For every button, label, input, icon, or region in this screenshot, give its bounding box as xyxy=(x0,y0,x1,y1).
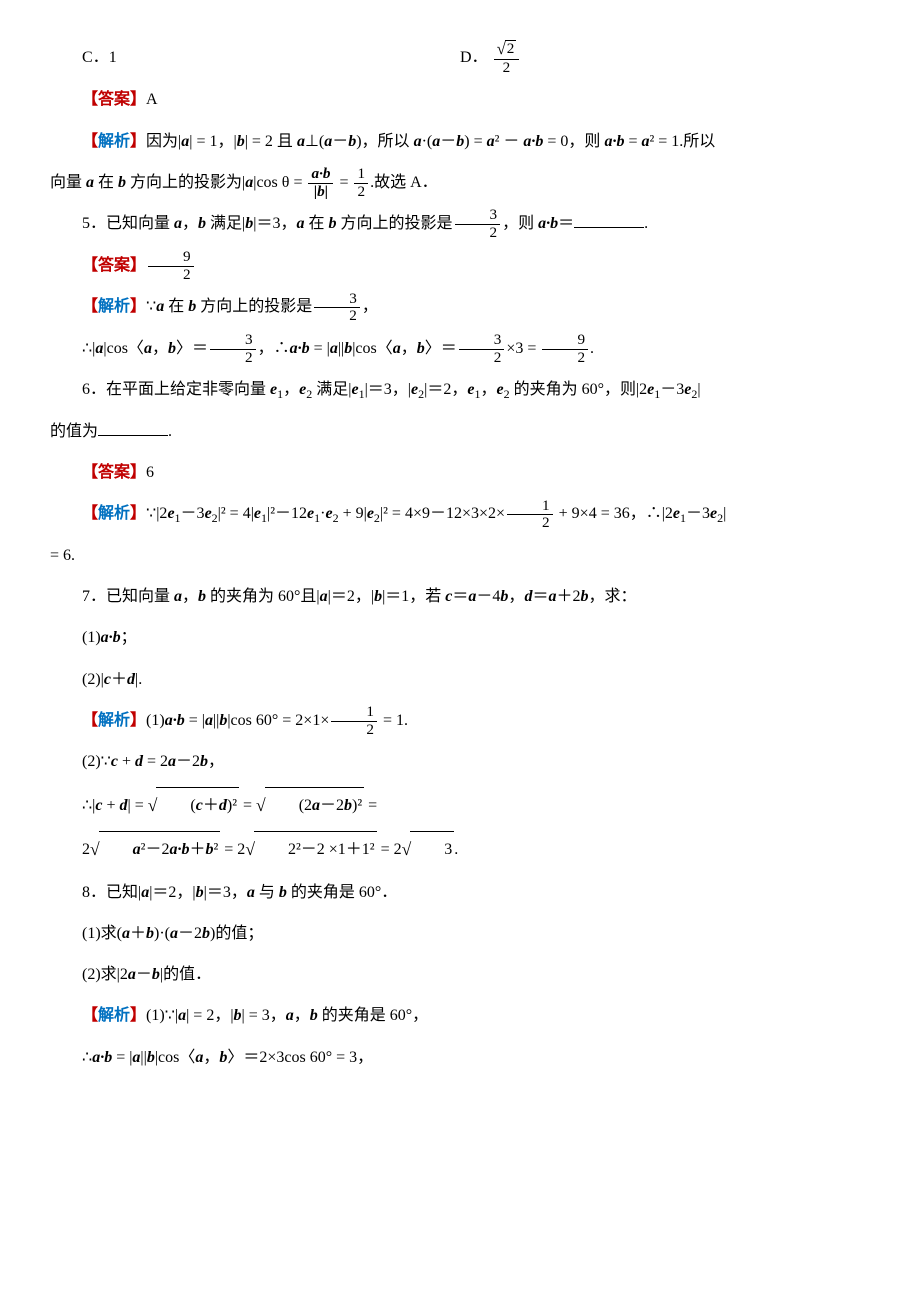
option-c: C．1 xyxy=(50,40,460,76)
q6-stem-line2: 的值为. xyxy=(50,414,870,449)
q4-answer-value: A xyxy=(146,91,158,108)
option-d-label: D． xyxy=(460,49,488,66)
bracket-open: 【 xyxy=(82,133,98,150)
q7-sol2a: (2)∵c + d = 2a－2b， xyxy=(50,744,870,779)
q4-explanation-line1: 【解析】因为|a| = 1，|b| = 2 且 a⊥(a－b)，所以 a·(a－… xyxy=(50,124,870,159)
options-row: C．1 D． √2 2 xyxy=(50,40,870,76)
q8-sol2: ∴a·b = |a||b|cos〈a，b〉＝2×3cos 60° = 3， xyxy=(50,1040,870,1075)
answer-label: 【答案】 xyxy=(82,91,146,108)
q7-stem: 7．已知向量 a，b 的夹角为 60°且|a|＝2，|b|＝1，若 c＝a－4b… xyxy=(50,579,870,614)
q6-stem-line1: 6．在平面上给定非零向量 e1，e2 满足|e1|＝3，|e2|＝2，e1，e2… xyxy=(50,372,870,408)
q6-expl-line2: = 6. xyxy=(50,538,870,573)
q6-answer: 【答案】6 xyxy=(50,455,870,490)
q5-stem: 5．已知向量 a，b 满足|b|＝3，a 在 b 方向上的投影是32，则 a·b… xyxy=(50,206,870,242)
blank-input xyxy=(574,211,644,228)
q5-expl-line2: ∴|a|cos〈a，b〉＝32，∴a·b = |a||b|cos〈a，b〉＝32… xyxy=(50,331,870,367)
answer-label: 【答案】 xyxy=(82,464,146,481)
q7-sol1: 【解析】(1)a·b = |a||b|cos 60° = 2×1×12 = 1. xyxy=(50,703,870,739)
answer-label: 【答案】 xyxy=(82,257,146,274)
option-d: D． √2 2 xyxy=(460,40,870,76)
q4-explanation-line2: 向量 a 在 b 方向上的投影为|a|cos θ = a·b |b| = 12 … xyxy=(50,165,870,201)
expl-label: 解析 xyxy=(98,133,130,150)
q7-part1: (1)a·b； xyxy=(50,620,870,655)
q4-proj-frac2: 12 xyxy=(354,166,368,200)
option-d-frac: √2 2 xyxy=(494,40,520,76)
q7-part2: (2)|c＋d|. xyxy=(50,662,870,697)
q6-expl-line1: 【解析】∵|2e1－3e2|² = 4|e1|²－12e1·e2 + 9|e2|… xyxy=(50,496,870,532)
option-c-value: 1 xyxy=(109,49,117,66)
q7-sol2c: 2√a²－2a·b＋b² = 2√2²－2 ×1＋1² = 2√3. xyxy=(50,830,870,869)
option-c-label: C． xyxy=(82,49,109,66)
q8-sol1: 【解析】(1)∵|a| = 2，|b| = 3，a，b 的夹角是 60°， xyxy=(50,998,870,1033)
q7-sol2b: ∴|c + d| = √(c＋d)² = √(2a－2b)² = xyxy=(50,786,870,825)
q4-answer: 【答案】A xyxy=(50,82,870,117)
blank-input xyxy=(98,419,168,436)
q5-expl-line1: 【解析】∵a 在 b 方向上的投影是32， xyxy=(50,289,870,325)
q8-stem: 8．已知|a|＝2，|b|＝3，a 与 b 的夹角是 60°． xyxy=(50,875,870,910)
q8-part2: (2)求|2a－b|的值． xyxy=(50,957,870,992)
bracket-close: 】 xyxy=(130,133,146,150)
q5-answer: 【答案】92 xyxy=(50,248,870,284)
q8-part1: (1)求(a＋b)·(a－2b)的值； xyxy=(50,916,870,951)
q4-proj-frac1: a·b |b| xyxy=(308,166,333,200)
